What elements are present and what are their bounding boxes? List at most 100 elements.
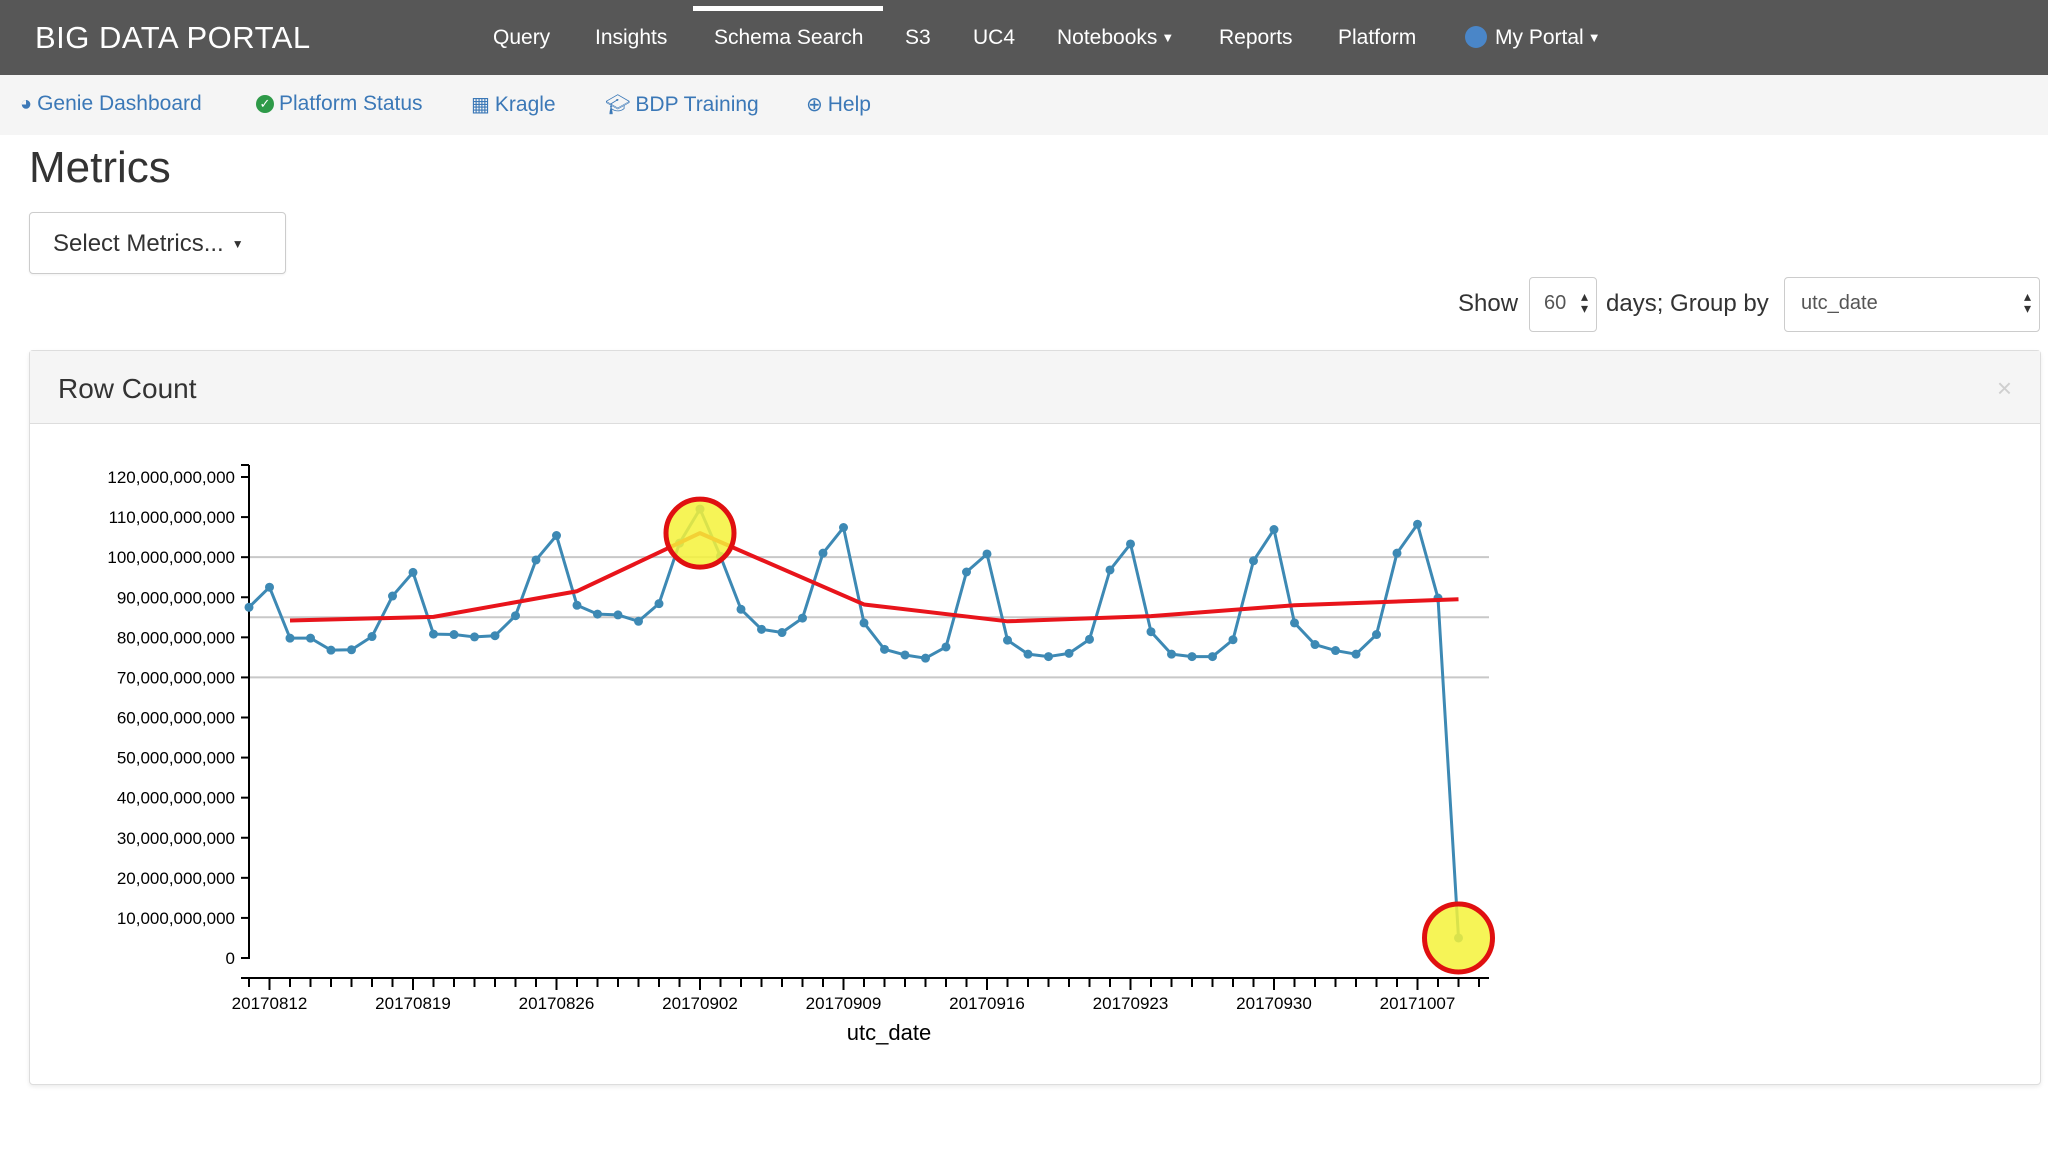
data-point [1413,519,1422,529]
updown-arrows-icon: ▴ ▾ [2023,288,2031,316]
data-point [306,633,315,643]
data-point [736,604,746,614]
dashboard-icon: ◕ [20,93,33,115]
data-point [1392,548,1402,558]
data-point [326,645,336,655]
y-tick-label: 10,000,000,000 [117,909,235,928]
data-point [593,609,602,619]
data-point [470,632,479,642]
data-point [818,548,828,558]
sublink-genie-dashboard[interactable]: ◕ Genie Dashboard [20,92,202,115]
group-by-label: days; Group by [1606,290,1769,317]
data-point [347,645,356,655]
sublink-bdp-training[interactable]: 🎓︎ BDP Training [605,93,759,116]
x-tick-label: 20170812 [232,994,308,1013]
panel-title: Row Count [58,373,197,404]
top-navbar: BIG DATA PORTAL Query Insights Schema Se… [0,0,2048,75]
y-tick-label: 110,000,000,000 [109,508,235,527]
y-tick-label: 100,000,000,000 [107,548,235,567]
data-point [1105,565,1115,575]
nav-item-s3[interactable]: S3 [905,26,931,49]
x-tick-label: 20170819 [375,994,451,1013]
data-point [1044,652,1053,662]
x-tick-label: 20170923 [1093,994,1169,1013]
y-tick-label: 60,000,000,000 [117,709,235,728]
data-point [634,616,643,626]
nav-item-schema-search[interactable]: Schema Search [714,26,864,49]
row-count-panel: Row Count × 0 10,000,000,000 20,000,000,00… [29,350,2041,1085]
close-icon[interactable]: × [1996,373,2012,403]
y-tick-label: 120,000,000,000 [107,468,235,487]
calendar-icon: ▦ [471,94,490,116]
data-point [1269,525,1279,535]
nav-item-insights[interactable]: Insights [595,26,668,49]
data-point [429,629,438,639]
x-axis-label: utc_date [847,1020,931,1045]
nav-item-reports[interactable]: Reports [1219,26,1293,49]
caret-down-icon: ▼ [1161,30,1175,45]
y-tick-label: 70,000,000,000 [117,668,235,687]
sublink-platform-status[interactable]: ✓ Platform Status [256,92,423,116]
highlight-circle [663,496,737,570]
y-tick-label: 50,000,000,000 [117,749,235,768]
data-point [265,582,274,592]
data-point [921,653,930,663]
nav-item-platform[interactable]: Platform [1338,26,1417,49]
data-point [982,549,992,559]
group-by-select[interactable]: utc_date ▴ ▾ [1784,277,2040,332]
data-point [490,631,500,641]
data-point [880,644,889,654]
x-tick-label: 20170930 [1236,994,1312,1013]
nav-item-notebooks[interactable]: Notebooks ▼ [1057,26,1175,49]
data-point [408,567,418,577]
y-tick-label: 40,000,000,000 [117,789,235,808]
data-point [1331,646,1340,656]
data-point [367,632,377,642]
graduation-cap-icon: 🎓︎ [605,94,631,116]
data-point [757,624,766,634]
data-point [1249,556,1258,566]
select-metrics-dropdown[interactable]: Select Metrics... ▼ [29,212,286,274]
page-title: Metrics [29,143,171,192]
x-tick-label: 20170826 [519,994,595,1013]
globe-icon [1465,26,1487,48]
data-point [941,642,951,652]
caret-down-icon: ▼ [1587,30,1601,45]
y-tick-label: 80,000,000,000 [117,628,235,647]
life-ring-icon: ⊕ [806,94,823,116]
brand-logo[interactable]: BIG DATA PORTAL [35,20,311,55]
data-point [1167,649,1176,659]
select-metrics-label: Select Metrics... [53,230,224,257]
nav-item-query[interactable]: Query [493,26,551,49]
updown-arrows-icon: ▴ ▾ [1580,288,1588,316]
data-point [962,567,971,577]
x-tick-label: 20170916 [949,994,1025,1013]
data-point [1372,630,1381,640]
show-label: Show [1458,290,1519,317]
sublink-help[interactable]: ⊕ Help [806,93,871,116]
days-select[interactable]: 60 ▴ ▾ [1529,277,1597,332]
data-point [388,591,397,601]
data-point [1023,649,1033,659]
panel-header: Row Count × [30,351,2040,424]
data-point [1085,634,1094,644]
data-point [1064,648,1074,658]
y-tick-label: 30,000,000,000 [117,829,235,848]
data-point [613,610,623,620]
nav-item-uc4[interactable]: UC4 [973,26,1016,49]
data-point [1310,640,1320,650]
data-point [859,618,869,628]
data-point [511,611,520,621]
y-tick-label: 90,000,000,000 [117,588,235,607]
check-circle-icon: ✓ [256,95,274,113]
data-point [572,600,582,610]
data-point [1351,649,1361,659]
data-point [1187,652,1197,662]
data-point [531,555,541,565]
data-point [1290,618,1299,628]
nav-item-my-portal[interactable]: My Portal ▼ [1465,26,1601,50]
sublink-kragle[interactable]: ▦ Kragle [471,93,556,116]
sub-navbar [0,75,2048,135]
data-point [1126,539,1135,549]
data-point [552,531,561,541]
